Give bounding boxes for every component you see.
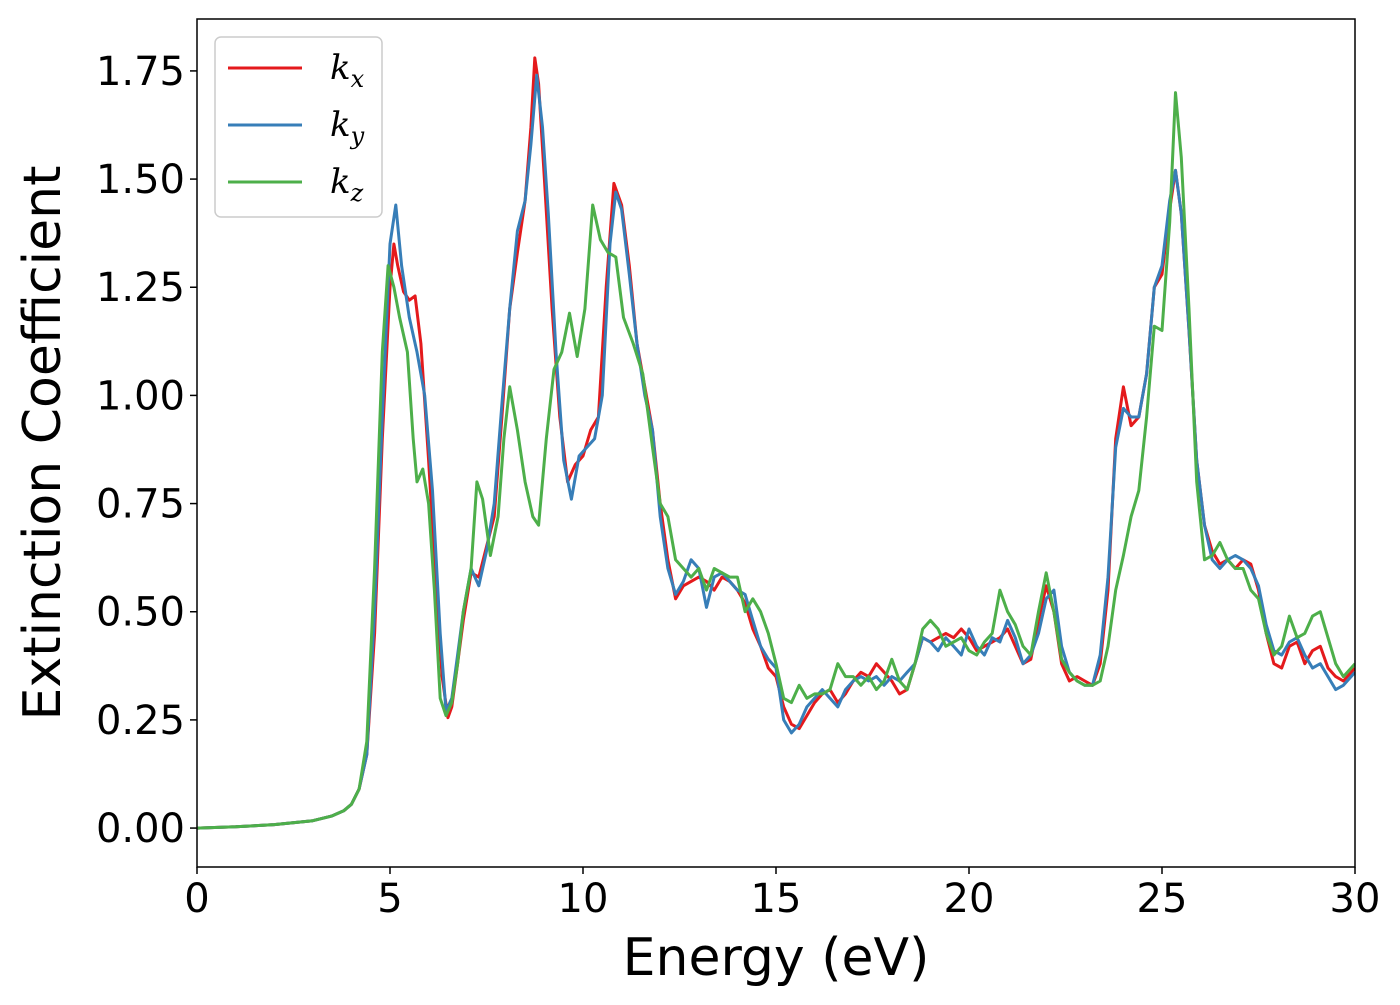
- x-tick-label: 20: [944, 876, 995, 922]
- series-line-z: [197, 91, 1355, 830]
- y-tick-label: 0.00: [96, 806, 185, 852]
- y-tick-label: 0.50: [96, 590, 185, 636]
- legend: kx ky kz: [214, 36, 383, 218]
- x-tick-label: 25: [1137, 876, 1188, 922]
- series-layer: [197, 56, 1355, 830]
- x-axis-label: Energy (eV): [623, 928, 930, 988]
- legend-label-x: kx: [330, 48, 365, 93]
- x-tick-label: 30: [1330, 876, 1381, 922]
- x-tick-label: 10: [558, 876, 609, 922]
- legend-box: [214, 36, 383, 218]
- y-tick-label: 0.75: [96, 482, 185, 528]
- x-axis: 0 5 10 15 20 25 30: [184, 867, 1380, 922]
- y-tick-label: 1.00: [96, 373, 185, 419]
- legend-label-z: kz: [330, 162, 364, 207]
- x-tick-label: 0: [184, 876, 209, 922]
- y-tick-label: 1.50: [96, 157, 185, 203]
- x-tick-label: 15: [751, 876, 802, 922]
- legend-label-y: ky: [330, 105, 365, 150]
- y-axis: 0.00 0.25 0.50 0.75 1.00 1.25 1.50 1.75: [96, 49, 197, 852]
- y-tick-label: 0.25: [96, 698, 185, 744]
- x-tick-label: 5: [377, 876, 402, 922]
- y-axis-label: Extinction Coefficient: [13, 166, 73, 721]
- y-tick-label: 1.75: [96, 49, 185, 95]
- y-tick-label: 1.25: [96, 265, 185, 311]
